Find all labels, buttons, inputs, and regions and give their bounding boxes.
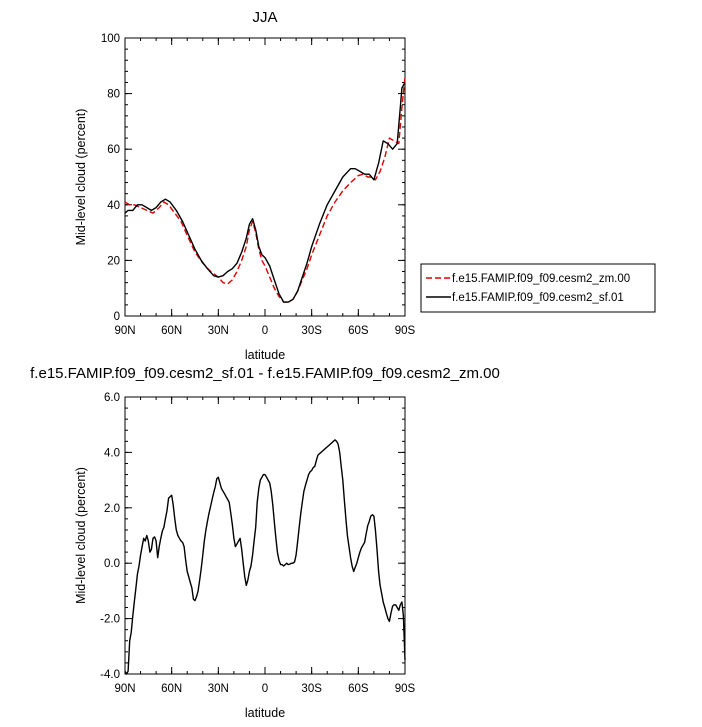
series-line-0 [124,439,406,675]
top-chart-title: JJA [252,9,277,26]
legend-label-0: f.e15.FAMIP.f09_f09.cesm2_zm.00 [452,273,630,285]
bottom-chart-title: f.e15.FAMIP.f09_f09.cesm2_sf.01 - f.e15.… [30,365,500,382]
top-chart: 90N 60N 30N 0 30S 60S 90S 0 20 40 60 80 100 latitude M… [74,33,416,362]
y-tick-label: 40 [107,200,120,212]
y-tick-label: 100 [101,33,120,45]
y-tick-label: 4.0 [104,447,120,459]
x-tick-label: 90S [395,683,416,695]
y-tick-label: 80 [107,89,120,101]
x-tick-label: 0 [262,325,268,337]
x-tick-label: 60N [161,683,182,695]
legend-box [420,263,656,313]
y-tick-label: 0.0 [104,558,120,570]
y-tick-label: 6.0 [104,392,120,404]
bottom-chart: 90N 60N 30N 0 30S 60S 90S -4.0 -2.0 0.0 2.0 4.0 6.0 l… [74,392,416,720]
x-tick-label: 0 [262,683,268,695]
y-tick-label: -4.0 [100,669,120,681]
x-tick-label: 60S [348,683,369,695]
x-tick-label: 90N [114,683,135,695]
x-axis-title: latitude [245,706,285,720]
legend-label-1: f.e15.FAMIP.f09_f09.cesm2_sf.01 [452,292,624,304]
plot-frame [124,37,406,317]
x-tick-label: 90N [114,325,135,337]
x-tick-label: 30S [301,683,322,695]
series-line-1 [124,82,406,303]
x-tick-label: 60S [348,325,369,337]
y-tick-label: 20 [107,255,120,267]
y-tick-label: -2.0 [100,614,120,626]
x-tick-label: 60N [161,325,182,337]
y-axis-title: Mid-level cloud (percent) [74,109,88,246]
x-tick-label: 90S [395,325,416,337]
series-line-0 [124,76,406,303]
y-axis-title: Mid-level cloud (percent) [74,467,88,604]
x-tick-label: 30S [301,325,322,337]
x-tick-label: 30N [208,325,229,337]
plot-frame [124,396,406,675]
y-tick-label: 2.0 [104,503,120,515]
y-tick-label: 0 [114,311,120,323]
top-chart-legend: f.e15.FAMIP.f09_f09.cesm2_zm.00 f.e15.FAM… [420,263,656,313]
x-axis-title: latitude [245,348,285,362]
x-tick-label: 30N [208,683,229,695]
y-tick-label: 60 [107,144,120,156]
